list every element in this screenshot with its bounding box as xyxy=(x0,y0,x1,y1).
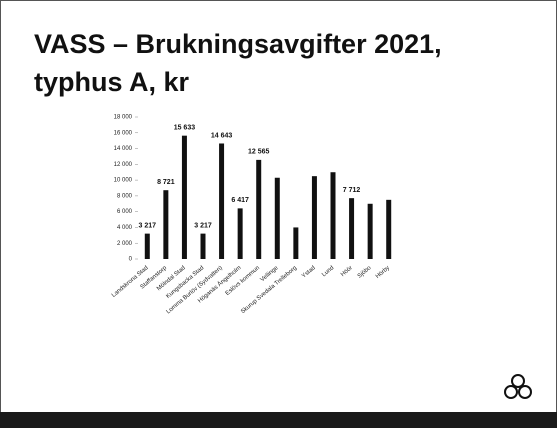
bar xyxy=(200,233,206,259)
data-label: 3 217 xyxy=(139,222,157,229)
data-label: 15 633 xyxy=(174,125,196,132)
chart-title: VASS – Brukningsavgifter 2021, xyxy=(34,29,442,59)
bar xyxy=(330,172,336,259)
y-tick-label: 10 000 xyxy=(114,178,133,184)
y-tick-label: 18 000 xyxy=(114,115,133,121)
y-tick-label: 2 000 xyxy=(117,241,133,247)
bar xyxy=(181,135,187,259)
bottom-bar xyxy=(0,412,557,428)
y-tick-label: 12 000 xyxy=(114,162,133,168)
data-label: 6 417 xyxy=(231,197,249,204)
y-tick-label: 0 xyxy=(129,257,133,263)
data-label: 7 712 xyxy=(343,187,361,194)
y-tick-label: 6 000 xyxy=(117,209,133,215)
bar xyxy=(237,208,243,259)
y-tick-label: 14 000 xyxy=(114,146,133,152)
y-tick-label: 16 000 xyxy=(114,130,133,136)
bar xyxy=(219,143,225,259)
data-label: 14 643 xyxy=(211,132,233,139)
logo xyxy=(504,374,532,399)
y-tick-label: 8 000 xyxy=(117,193,133,199)
bar xyxy=(274,177,280,259)
data-label: 3 217 xyxy=(194,222,212,229)
bar xyxy=(293,227,299,259)
bar xyxy=(144,233,150,259)
bar xyxy=(311,176,317,259)
y-tick-label: 4 000 xyxy=(117,225,133,231)
bar xyxy=(163,190,169,259)
bar xyxy=(386,199,392,259)
bar xyxy=(349,198,355,259)
data-label: 12 565 xyxy=(248,149,270,156)
bar xyxy=(367,203,373,259)
chart-subtitle: typhus A, kr xyxy=(34,67,190,97)
data-label: 8 721 xyxy=(157,179,175,186)
bar xyxy=(256,159,262,259)
